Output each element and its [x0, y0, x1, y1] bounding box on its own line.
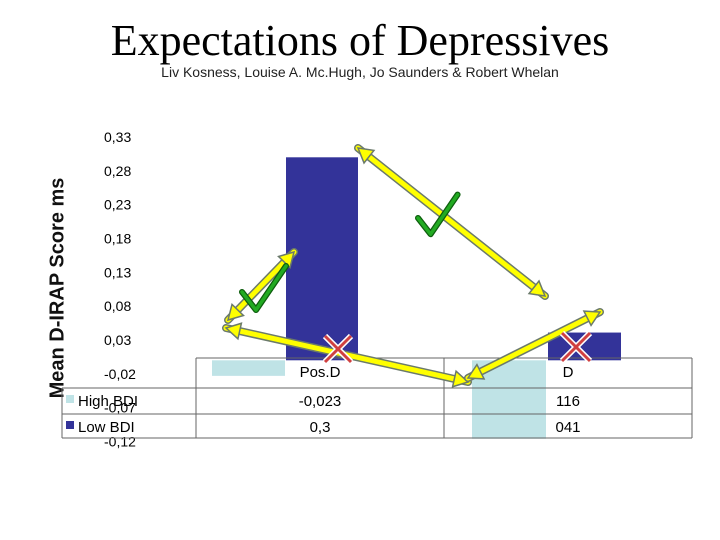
arrow-lowbdi-pos-neg [354, 144, 549, 300]
y-tick-label: 0,13 [104, 264, 131, 280]
bar [212, 360, 285, 376]
y-tick-label: 0,28 [104, 163, 131, 179]
y-tick-label: -0,02 [104, 366, 136, 382]
legend-label: High BDI [78, 393, 138, 410]
table-cell: 0,3 [310, 419, 331, 436]
bar [286, 157, 358, 361]
annotations [222, 144, 604, 388]
check-icon [239, 263, 289, 313]
table-cell: 041 [555, 419, 580, 436]
check-icon [415, 191, 461, 238]
y-tick-label: 0,18 [104, 231, 131, 247]
y-tick-labels: 0,330,280,230,180,130,080,03-0,02-0,07-0… [104, 129, 136, 450]
table-cell: -0,023 [299, 393, 342, 410]
cross-icon [559, 330, 593, 364]
legend-swatch [66, 421, 74, 429]
y-tick-label: 0,33 [104, 129, 131, 145]
table-cell: 116 [556, 393, 580, 410]
cross-icon [322, 333, 354, 365]
y-tick-label: 0,23 [104, 197, 131, 213]
y-tick-label: 0,08 [104, 298, 131, 314]
y-tick-label: 0,03 [104, 332, 131, 348]
slide-subtitle: Liv Kosness, Louise A. Mc.Hugh, Jo Saund… [161, 64, 559, 80]
data-table: Pos.D D High BDI -0,023 116 Low BDI 0,3 041 [61, 357, 693, 439]
legend-swatch [66, 395, 74, 403]
y-tick-label: -0,07 [104, 400, 136, 416]
table-category-label: D [563, 364, 574, 381]
arrow-highbdi-lowbdi-pos [224, 248, 298, 324]
bars [212, 157, 621, 439]
slide-title: Expectations of Depressives [110, 16, 610, 65]
arrow-highbdi-lowbdi-neg [464, 308, 604, 382]
legend-label: Low BDI [78, 419, 135, 436]
table-category-label: Pos.D [300, 364, 341, 381]
